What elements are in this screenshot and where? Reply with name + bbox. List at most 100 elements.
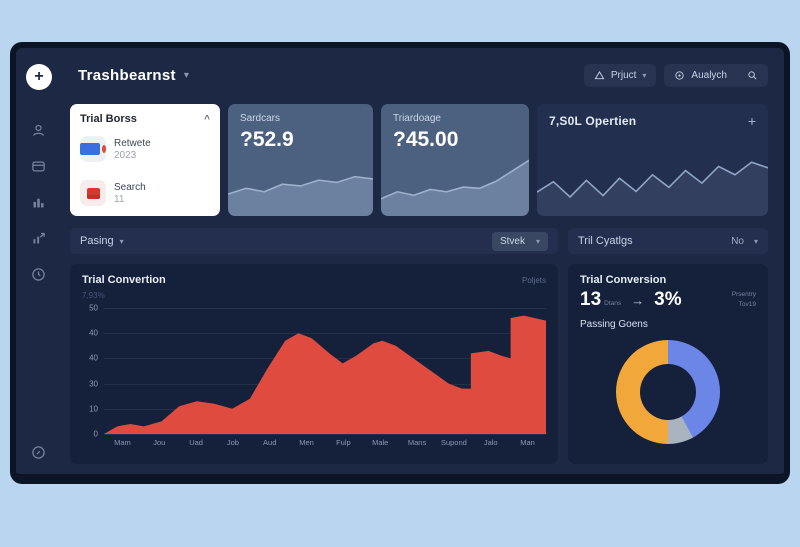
- search-icon: [748, 70, 757, 79]
- sardcars-card: Sardcars ?52.9: [228, 104, 373, 216]
- sardcars-sparkline: [228, 158, 373, 216]
- summary-value-right: 3%: [654, 289, 682, 310]
- sidebar-item-profile[interactable]: [31, 122, 47, 138]
- list-item-label: Search: [114, 181, 146, 193]
- stat-card-value: ?45.00: [393, 128, 459, 151]
- x-axis-labels: Mam Jou Uad Job Aud Men Fulp Male Mans Supond Jalo…: [104, 438, 546, 447]
- stat-card-value: ?52.9: [240, 128, 294, 151]
- chart-subtitle: 7,93%: [82, 291, 105, 300]
- no-dropdown-label: No: [731, 235, 744, 247]
- cyatlgs-bar: Tril Cyatlgs No ▾: [568, 228, 768, 254]
- title-caret-icon[interactable]: ▾: [183, 69, 189, 81]
- chevron-down-icon: ▾: [535, 236, 540, 246]
- x-tick-label: Men: [299, 438, 314, 447]
- trial-convertion-card: Trial Convertion Poljets 7,93% 50 40 40 30 1…: [70, 264, 558, 464]
- red-grid-icon: [80, 180, 106, 206]
- x-tick-label: Fulp: [336, 438, 351, 447]
- sidebar-nav: [31, 122, 47, 282]
- sidebar-item-history[interactable]: [31, 266, 47, 282]
- stat-card-label: Sardcars: [240, 113, 281, 124]
- chevron-down-icon: ▾: [753, 236, 758, 246]
- user-icon: [32, 124, 45, 136]
- x-tick-label: Supond: [440, 438, 467, 447]
- stvek-dropdown[interactable]: Stvek ▾: [491, 231, 548, 251]
- top-cards-row: Trial Borss ^ Retwete 2023 Search 11: [70, 104, 768, 216]
- x-tick-label: Aud: [263, 438, 277, 447]
- cyatlgs-label: Tril Cyatlgs: [578, 235, 633, 247]
- passing-goens-donut: [616, 340, 720, 444]
- trial-borss-title: Trial Borss: [80, 113, 137, 125]
- stat-card-label: Triardoage: [393, 113, 441, 124]
- gridline: [104, 434, 546, 435]
- filter-row: Pasing ▾ Stvek ▾ Tril Cyatlgs No ▾: [70, 228, 768, 254]
- donut-hole: [640, 364, 696, 420]
- x-tick-label: Mam: [114, 438, 131, 447]
- opertien-title: 7,S0L Opertien: [549, 114, 637, 128]
- x-tick-label: Job: [226, 438, 239, 447]
- summary-side-note: Prsentry Tov19: [731, 291, 756, 308]
- triardoage-sparkline: [381, 158, 529, 216]
- chart-corner-label: Poljets: [521, 275, 546, 285]
- sidebar-item-analytics[interactable]: [31, 230, 47, 246]
- gridline: [104, 333, 546, 335]
- list-item-label: Retwete: [114, 137, 151, 149]
- target-circle-icon: [675, 70, 685, 80]
- opertien-sparkline: [537, 147, 768, 216]
- bar-chart-icon: [33, 198, 44, 207]
- summary-panel: Trial Conversion 13 Dtans → 3% Prsentry …: [568, 264, 768, 464]
- chevron-down-icon: ▾: [642, 70, 647, 80]
- project-button-label: Prjuct: [610, 69, 637, 81]
- plot-area: [104, 308, 546, 435]
- chart-pictogram-icon: [80, 136, 106, 162]
- x-tick-label: Jou: [153, 438, 166, 447]
- plus-icon: +: [34, 68, 44, 85]
- search-button[interactable]: Aualych: [664, 63, 768, 87]
- summary-value-left: 13: [580, 289, 602, 310]
- clock-icon: [32, 267, 45, 281]
- x-tick-label: Jalo: [483, 438, 498, 447]
- x-tick-label: Mans: [407, 438, 427, 447]
- y-axis-labels: 50 40 40 30 10 0: [82, 304, 104, 439]
- trial-convertion-area-svg: [104, 315, 546, 434]
- card-icon: [32, 161, 45, 171]
- no-dropdown[interactable]: No ▾: [731, 236, 758, 247]
- sidebar-item-reports[interactable]: [31, 194, 47, 210]
- x-tick-label: Uad: [189, 438, 203, 447]
- content-row: Trial Convertion Poljets 7,93% 50 40 40 30 1…: [70, 264, 768, 464]
- list-item-search[interactable]: Search 11: [80, 180, 210, 206]
- arrow-right-icon: →: [631, 292, 645, 308]
- pasing-bar: Pasing ▾ Stvek ▾: [70, 228, 558, 254]
- project-button[interactable]: Prjuct ▾: [583, 63, 657, 87]
- add-opertien-button[interactable]: +: [747, 113, 756, 129]
- list-item-retwete[interactable]: Retwete 2023: [80, 136, 210, 162]
- main-content: Trashbearnst ▾ Prjuct ▾ Aualych Trial Bo…: [62, 48, 784, 474]
- warning-triangle-icon: [594, 70, 605, 79]
- help-circle-icon: [32, 445, 45, 459]
- pasing-label: Pasing: [80, 235, 114, 247]
- trend-chart-icon: [33, 232, 45, 243]
- y-tick-label: 40: [89, 328, 98, 338]
- search-button-label: Aualych: [691, 69, 727, 81]
- gridline: [104, 308, 546, 309]
- add-button[interactable]: +: [26, 64, 52, 90]
- sidebar-item-cards[interactable]: [31, 158, 47, 174]
- y-tick-label: 50: [89, 303, 98, 313]
- summary-value-left-sub: Dtans: [604, 299, 622, 307]
- x-tick-label: Male: [372, 438, 389, 447]
- list-item-value: 2023: [114, 149, 137, 161]
- y-tick-label: 10: [89, 404, 98, 414]
- opertien-card: 7,S0L Opertien +: [537, 104, 768, 216]
- dashboard-window: + Trashbearnst ▾: [10, 42, 790, 484]
- sidebar-item-help[interactable]: [31, 444, 47, 460]
- y-tick-label: 30: [89, 379, 98, 389]
- app-title: Trashbearnst: [78, 66, 176, 84]
- pasing-caret-icon[interactable]: ▾: [119, 236, 124, 246]
- list-item-value: 11: [114, 193, 125, 205]
- sidebar: +: [16, 48, 62, 474]
- chart-title: Trial Convertion: [82, 274, 166, 286]
- y-tick-label: 0: [93, 429, 98, 439]
- summary-title: Trial Conversion: [580, 274, 667, 286]
- collapse-caret-icon[interactable]: ^: [204, 113, 210, 125]
- y-tick-label: 40: [89, 353, 98, 363]
- top-bar: Trashbearnst ▾ Prjuct ▾ Aualych: [70, 58, 768, 92]
